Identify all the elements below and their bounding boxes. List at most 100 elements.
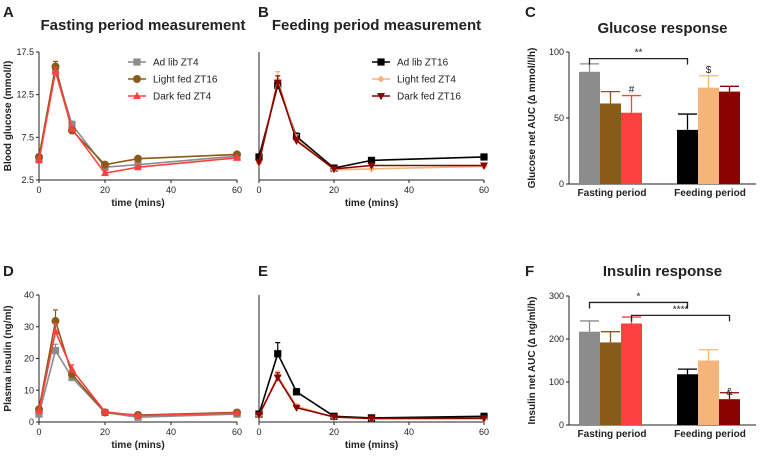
panel-title: Feeding period measurement [272,17,481,34]
legend-label: Light fed ZT4 [397,75,456,86]
data-point [330,413,338,422]
panel-letter-f: F [525,263,534,280]
data-point [134,154,142,163]
data-point [133,58,141,66]
x-axis-label: time (mins) [111,440,164,451]
y-axis-label: Plasma insulin (ng/ml) [3,305,14,411]
y-tick-label: 12.5 [16,90,34,100]
data-point [367,415,376,423]
y-tick-label: 100 [549,377,564,387]
x-tick-label: 20 [100,185,110,195]
panel-letter-a: A [3,4,14,21]
x-axis-label: time (mins) [111,198,164,209]
data-point [133,75,141,83]
bar-annotation: $ [706,65,712,76]
x-axis-label: time (mins) [345,198,398,209]
data-point [292,137,301,145]
data-point [51,62,60,71]
x-tick-label: 60 [232,185,242,195]
significance-label: **** [673,304,689,315]
significance-bracket [588,57,689,65]
bar [579,331,600,425]
bar-annotation: & [726,387,733,398]
data-point [51,67,60,75]
panel-letter-d: D [3,263,14,280]
x-tick-label: 0 [256,185,261,195]
y-tick-label: 50 [554,113,564,123]
line-panel-b: 0 20 40 60 time (mins) Feeding period measure… [255,17,489,209]
bar-panel-f: 0 100 200 300 Insulin net AUC (∆ ng/ml/h) Ins… [527,263,756,440]
data-point [68,365,76,373]
series-0 [255,342,488,422]
data-point [255,159,263,167]
data-point [292,388,301,396]
y-tick-label: 0 [559,179,564,189]
bar [600,103,621,184]
data-point [101,160,109,169]
data-point [480,415,488,423]
data-point [101,407,109,415]
panel-title: Fasting period measurement [40,17,245,34]
data-point [367,156,376,164]
x-tick-label: 0 [36,185,41,195]
bar [621,112,642,184]
y-tick-label: 10 [24,385,34,395]
y-tick-label: 30 [24,322,34,332]
data-point [35,410,43,418]
series-2 [35,322,241,419]
x-tick-label: 40 [166,427,176,437]
x-tick-label: 40 [404,427,414,437]
series-line [38,71,238,175]
x-tick-label: 60 [232,427,242,437]
legend-label: Dark fed ZT16 [397,92,461,103]
bar [719,91,740,184]
data-point [133,91,141,99]
bar-annotation: # [629,85,635,96]
y-axis-label: Blood glucose (mmol/l) [3,61,14,172]
bar [621,323,642,425]
legend-label: Ad lib ZT16 [397,58,449,69]
y-axis-label: Insulin net AUC (∆ ng/ml/h) [527,297,538,425]
series-line [38,320,238,416]
y-tick-label: 0 [559,420,564,430]
panel-letter-e: E [258,263,268,280]
x-tick-label: 20 [329,185,339,195]
x-tick-label: 60 [479,185,489,195]
significance-label: * [637,291,641,302]
bar-panel-c: 0 50 100 Glucose net AUC (∆ mmol/l/h) Glucos… [527,20,756,199]
y-tick-label: 7.5 [21,132,34,142]
panel-title: Glucose response [597,20,727,37]
series-2 [255,75,488,174]
y-tick-label: 100 [549,47,564,57]
category-label: Fasting period [578,188,647,199]
series-line [258,79,484,170]
data-point [480,153,488,161]
panel-title: Insulin response [603,263,722,280]
x-tick-label: 40 [404,185,414,195]
bar [677,129,698,184]
y-tick-label: 0 [29,417,34,427]
data-point [330,165,338,174]
data-point [480,162,488,170]
y-tick-label: 20 [24,354,34,364]
data-point [101,168,109,177]
data-point [255,153,263,161]
data-point [233,153,241,161]
data-point [134,163,142,171]
series-2 [255,372,488,423]
data-point [292,404,301,412]
y-tick-label: 2.5 [21,175,34,185]
data-point [233,408,241,417]
line-panel-e: 0 20 40 60 time (mins) [255,295,489,451]
category-label: Feeding period [674,188,746,199]
data-point [255,412,263,420]
data-point [35,156,43,164]
category-label: Feeding period [674,429,746,440]
x-tick-label: 0 [256,427,261,437]
category-label: Fasting period [578,429,647,440]
data-point [68,124,76,132]
y-tick-label: 17.5 [16,47,34,57]
bar [677,374,698,425]
bar [579,71,600,184]
